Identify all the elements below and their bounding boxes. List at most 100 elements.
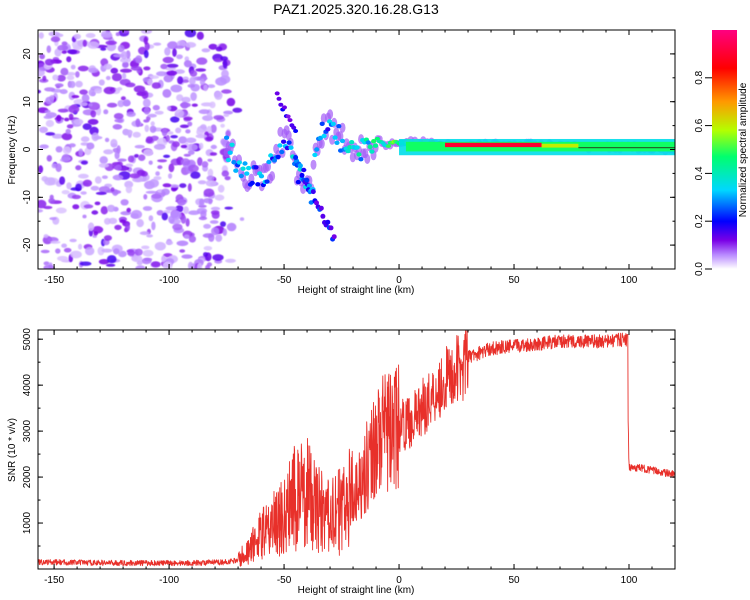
noise-blob xyxy=(55,207,67,214)
ridge-core xyxy=(249,180,255,186)
noise-blob xyxy=(184,56,190,62)
y-tick-label: 20 xyxy=(22,48,33,60)
noise-blob xyxy=(189,76,196,86)
noise-blob xyxy=(101,33,113,38)
noise-blob xyxy=(48,198,56,204)
ridge-core xyxy=(301,167,307,173)
noise-blob xyxy=(161,188,170,196)
noise-blob xyxy=(161,212,168,221)
noise-blob xyxy=(219,75,231,84)
noise-blob xyxy=(213,115,225,120)
branch-blob xyxy=(299,172,305,178)
noise-blob xyxy=(122,129,130,136)
noise-blob xyxy=(98,163,110,168)
noise-blob xyxy=(163,154,171,158)
noise-blob xyxy=(98,186,111,194)
ridge-core xyxy=(312,152,318,158)
noise-blob xyxy=(187,150,195,155)
noise-blob xyxy=(44,58,55,66)
noise-blob xyxy=(212,254,224,261)
noise-blob xyxy=(200,210,207,219)
noise-blob xyxy=(148,215,154,222)
x-tick-label: 100 xyxy=(621,275,638,286)
spectrogram-xlabel: Height of straight line (km) xyxy=(298,285,415,296)
noise-blob xyxy=(221,170,229,177)
noise-blob xyxy=(187,183,192,192)
noise-blob xyxy=(127,155,135,163)
noise-blob xyxy=(75,80,83,88)
noise-blob xyxy=(174,45,184,49)
noise-blob xyxy=(143,194,148,200)
noise-blob xyxy=(165,67,177,71)
ridge-core xyxy=(258,174,265,179)
ridge-core xyxy=(224,135,230,140)
noise-blob xyxy=(164,47,171,56)
noise-blob xyxy=(196,31,204,40)
spectrogram-ylabel: Frequency (Hz) xyxy=(7,116,18,185)
noise-blob xyxy=(45,119,55,128)
noise-blob xyxy=(61,41,68,46)
x-tick-label: -50 xyxy=(277,575,292,586)
noise-blob xyxy=(69,80,76,89)
noise-blob xyxy=(87,118,99,125)
ridge-core xyxy=(334,140,340,145)
ridge-core xyxy=(371,139,377,144)
noise-blob xyxy=(151,261,161,268)
noise-blob xyxy=(143,36,148,45)
noise-blob xyxy=(105,263,116,267)
noise-blob xyxy=(46,155,52,162)
noise-blob xyxy=(94,176,102,184)
noise-blob xyxy=(50,36,61,43)
noise-blob xyxy=(82,214,87,219)
noise-blob xyxy=(178,136,188,144)
noise-blob xyxy=(132,131,141,138)
ridge-core xyxy=(275,154,281,160)
ridge-core xyxy=(306,183,312,188)
noise-blob xyxy=(221,89,232,94)
ridge-core xyxy=(295,179,301,185)
noise-blob xyxy=(122,99,131,107)
colorbar-gradient xyxy=(712,30,737,269)
noise-blob xyxy=(225,258,236,263)
noise-blob xyxy=(99,156,108,165)
colorbar-tick-label: 0.0 xyxy=(694,262,705,276)
noise-blob xyxy=(115,32,120,37)
x-tick-label: -150 xyxy=(44,275,64,286)
noise-blob xyxy=(185,218,190,227)
noise-blob xyxy=(61,243,67,248)
noise-blob xyxy=(91,210,99,215)
noise-blob xyxy=(146,234,154,238)
noise-blob xyxy=(222,59,228,69)
noise-blob xyxy=(136,219,144,228)
noise-blob xyxy=(143,106,151,115)
noise-blob xyxy=(176,54,183,60)
noise-blob xyxy=(186,143,198,151)
branch-blob xyxy=(282,105,287,110)
noise-blob xyxy=(122,61,129,68)
y-tick-label: -20 xyxy=(22,237,33,252)
ridge-core xyxy=(356,152,362,157)
noise-blob xyxy=(214,91,223,100)
noise-blob xyxy=(195,134,208,139)
noise-blob xyxy=(172,48,177,57)
noise-blob xyxy=(114,118,123,123)
noise-blob xyxy=(88,103,93,107)
y-tick-label: 4000 xyxy=(22,374,33,397)
noise-blob xyxy=(161,128,168,137)
noise-blob xyxy=(44,177,56,186)
noise-blob xyxy=(43,205,53,210)
noise-blob xyxy=(177,76,184,85)
branch-blob xyxy=(278,102,284,107)
noise-blob xyxy=(63,247,72,253)
noise-blob xyxy=(223,113,230,118)
noise-blob xyxy=(110,67,119,74)
noise-blob xyxy=(80,191,87,195)
noise-blob xyxy=(73,118,84,125)
ridge-core xyxy=(332,135,338,140)
x-tick-label: -50 xyxy=(277,275,292,286)
noise-blob xyxy=(208,43,218,50)
colorbar-tick-label: 0.4 xyxy=(694,166,705,180)
noise-blob xyxy=(88,67,99,73)
